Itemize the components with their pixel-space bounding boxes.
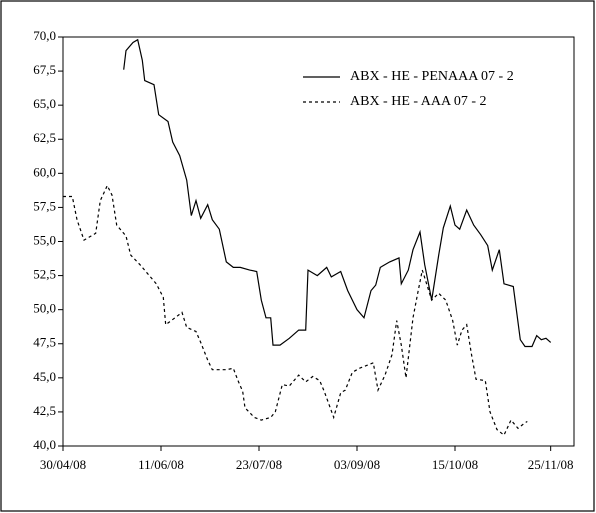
y-tick-label: 42,5 [33,403,56,418]
x-tick-label: 11/06/08 [138,457,184,472]
x-tick-label: 25/11/08 [528,457,574,472]
line-series [123,38,552,348]
y-tick-label: 65,0 [33,96,56,111]
x-tick-label: 03/09/08 [334,457,380,472]
y-tick-label: 45,0 [33,369,56,384]
x-tick-label: 30/04/08 [40,457,86,472]
y-tick-label: 67,5 [33,62,56,77]
plot-area [62,36,575,447]
legend-label: ABX - HE - PENAAA 07 - 2 [350,69,514,84]
x-tick-label: 15/10/08 [432,457,478,472]
x-tick-label: 23/07/08 [236,457,282,472]
y-tick-label: 70,0 [33,28,56,43]
y-tick-label: 60,0 [33,164,56,179]
y-tick-label: 40,0 [33,437,56,452]
y-tick-label: 57,5 [33,198,56,213]
y-tick-label: 55,0 [33,232,56,247]
y-tick-label: 52,5 [33,267,56,282]
y-tick-label: 47,5 [33,335,56,350]
line-series [63,184,528,437]
legend-label: ABX - HE - AAA 07 - 2 [350,94,487,109]
y-tick-label: 50,0 [33,301,56,316]
y-tick-label: 62,5 [33,130,56,145]
